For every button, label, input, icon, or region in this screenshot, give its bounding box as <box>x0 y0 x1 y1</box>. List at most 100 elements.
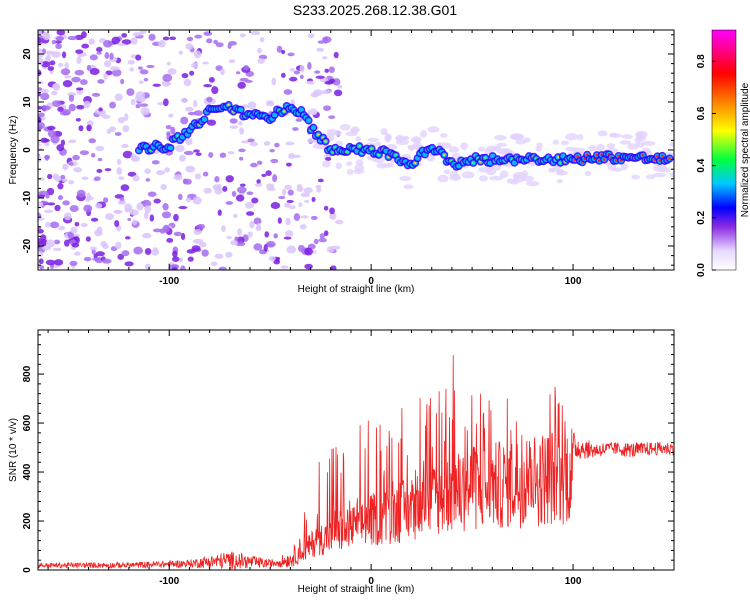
noise-blob <box>335 162 343 170</box>
noise-blob <box>271 77 277 86</box>
noise-blob <box>53 247 62 252</box>
noise-blob <box>108 126 117 133</box>
noise-blob <box>238 148 246 153</box>
noise-blob <box>247 231 253 238</box>
noise-blob <box>485 167 497 176</box>
noise-blob <box>270 201 281 210</box>
ridge-core <box>331 150 335 154</box>
noise-blob <box>42 32 51 41</box>
noise-blob <box>135 91 145 99</box>
noise-blob <box>584 170 592 177</box>
noise-blob <box>206 119 217 126</box>
noise-blob <box>117 43 126 47</box>
noise-blob <box>95 145 105 152</box>
noise-blob <box>38 155 42 163</box>
snr-x-tick-label: 100 <box>565 576 582 587</box>
colorbar-tick-label: 0.0 <box>696 263 707 277</box>
noise-blob <box>266 187 276 191</box>
noise-blob <box>208 152 214 158</box>
noise-blob <box>45 221 51 228</box>
noise-blob <box>145 178 151 182</box>
noise-blob <box>38 112 45 118</box>
noise-blob <box>186 36 194 42</box>
noise-blob <box>193 110 203 116</box>
noise-blob <box>196 223 206 230</box>
noise-blob <box>323 205 329 211</box>
noise-blob <box>126 88 135 96</box>
noise-blob <box>52 83 59 89</box>
noise-blob <box>81 43 90 49</box>
noise-blob <box>95 46 103 53</box>
noise-blob <box>324 80 334 85</box>
noise-blob <box>597 130 608 137</box>
noise-blob <box>288 152 295 160</box>
spectrogram-signal-ridge <box>134 101 674 171</box>
noise-blob <box>38 105 44 110</box>
snr-x-axis-label: Height of straight line (km) <box>298 584 415 595</box>
noise-blob <box>101 114 111 119</box>
ridge-core <box>595 153 599 157</box>
noise-blob <box>42 105 51 111</box>
noise-blob <box>304 199 310 203</box>
noise-blob <box>206 96 213 103</box>
noise-blob <box>133 246 143 255</box>
noise-blob <box>122 150 133 159</box>
noise-blob <box>38 61 44 66</box>
noise-blob <box>280 265 289 269</box>
noise-blob <box>85 236 91 242</box>
noise-blob <box>292 127 299 131</box>
noise-blob <box>116 167 123 175</box>
noise-blob <box>62 163 69 171</box>
noise-blob <box>211 86 219 95</box>
noise-blob <box>427 126 440 133</box>
noise-blob <box>183 150 194 156</box>
ridge-core <box>600 153 604 157</box>
noise-blob <box>173 231 182 237</box>
noise-blob <box>152 228 162 233</box>
noise-blob <box>284 202 291 208</box>
noise-blob <box>239 127 245 135</box>
noise-blob <box>121 32 127 38</box>
noise-blob <box>217 209 222 216</box>
noise-blob <box>269 148 275 153</box>
ridge-core <box>316 133 320 136</box>
noise-blob <box>138 66 143 70</box>
noise-blob <box>412 138 421 144</box>
noise-blob <box>51 39 57 45</box>
noise-blob <box>254 182 263 187</box>
noise-blob <box>42 138 50 143</box>
snr-y-tick-label: 600 <box>22 414 33 431</box>
colorbar: 0.0 0.2 0.4 0.6 0.8 Normalized spectral ampl… <box>696 29 750 277</box>
noise-blob <box>536 142 543 148</box>
noise-blob <box>184 106 194 112</box>
noise-blob <box>40 61 51 68</box>
noise-blob <box>315 75 325 79</box>
noise-blob <box>318 237 327 243</box>
noise-blob <box>634 137 642 144</box>
noise-blob <box>95 203 103 209</box>
noise-blob <box>102 243 109 250</box>
noise-blob <box>117 253 125 260</box>
noise-blob <box>244 201 255 209</box>
spectrogram-y-tick-label: -20 <box>22 238 33 253</box>
noise-blob <box>229 125 239 129</box>
noise-blob <box>621 134 633 140</box>
noise-blob <box>203 84 212 88</box>
noise-blob <box>257 58 265 64</box>
noise-blob <box>164 167 171 173</box>
noise-blob <box>142 232 152 239</box>
colorbar-tick-label: 0.6 <box>696 106 707 120</box>
noise-blob <box>346 168 354 175</box>
noise-blob <box>181 72 189 79</box>
noise-blob <box>97 157 103 162</box>
noise-blob <box>253 217 262 225</box>
noise-blob <box>71 76 81 83</box>
noise-blob <box>74 69 85 76</box>
noise-blob <box>114 132 122 136</box>
noise-blob <box>86 64 92 72</box>
noise-blob <box>55 43 62 50</box>
noise-blob <box>355 159 364 167</box>
ridge-core <box>597 159 601 162</box>
noise-blob <box>38 48 43 52</box>
noise-blob <box>121 39 132 45</box>
